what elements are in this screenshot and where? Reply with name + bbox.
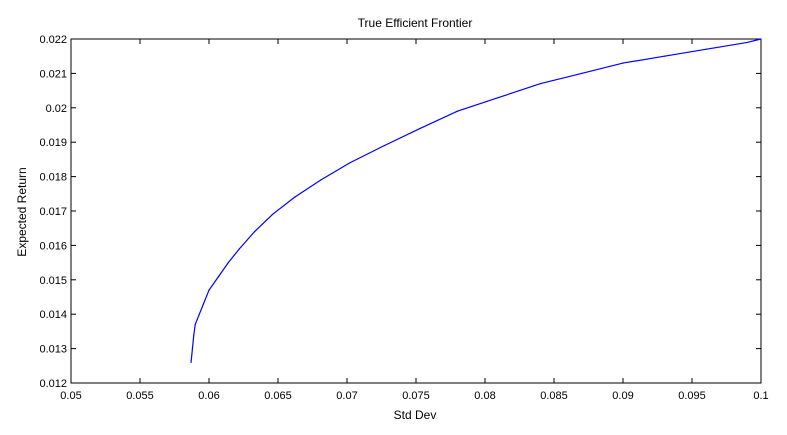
series-point (705, 48, 707, 50)
series-point (349, 162, 351, 164)
plot-area (70, 38, 762, 384)
y-tick-label: 0.02 (46, 103, 67, 115)
series-point (456, 110, 458, 112)
x-tick-label: 0.09 (612, 390, 633, 402)
series-point (198, 313, 200, 315)
series-point (498, 96, 500, 99)
series-point (581, 72, 583, 74)
x-tick-label: 0.1 (753, 390, 768, 402)
y-tick-label: 0.016 (39, 240, 67, 252)
series-point (320, 179, 322, 181)
series-point (293, 196, 296, 198)
x-axis-label: Std Dev (394, 408, 437, 422)
y-tick-label: 0.017 (39, 206, 67, 218)
series-point (760, 38, 762, 40)
x-tick-label: 0.065 (264, 390, 292, 402)
series-point (383, 145, 385, 147)
series-point (227, 262, 229, 264)
series-point (419, 127, 421, 130)
x-axis-ticks: 0.05 0.055 0.06 0.065 0.07 0.075 0.08 0.085 0.09… (60, 39, 769, 402)
series-point (746, 41, 748, 44)
series-point (238, 248, 240, 250)
x-tick-label: 0.05 (60, 390, 81, 402)
series-point (191, 348, 194, 350)
x-tick-label: 0.095 (678, 390, 706, 402)
y-tick-label: 0.019 (39, 137, 67, 149)
chart-title: True Efficient Frontier (358, 16, 473, 30)
series-point (271, 213, 274, 216)
series-point (218, 275, 220, 277)
y-axis-ticks: 0.012 0.013 0.014 0.015 0.016 0.017 0.018 0.019… (39, 34, 761, 390)
series-point (194, 323, 196, 326)
series-point (208, 289, 210, 291)
series-point (539, 83, 541, 85)
series-point (190, 361, 192, 363)
series-layer (190, 38, 762, 363)
series-point (202, 303, 205, 305)
y-tick-label: 0.018 (39, 172, 67, 184)
y-tick-label: 0.014 (39, 309, 67, 321)
y-tick-label: 0.012 (39, 378, 67, 390)
y-tick-label: 0.013 (39, 344, 67, 356)
series-point (663, 55, 666, 57)
x-tick-label: 0.075 (402, 390, 430, 402)
y-axis-label: Expected Return (15, 167, 29, 256)
x-tick-label: 0.06 (198, 390, 219, 402)
series-point (622, 62, 624, 64)
x-tick-label: 0.055 (126, 390, 154, 402)
x-tick-label: 0.07 (336, 390, 357, 402)
series-point (253, 231, 256, 233)
series-line (190, 38, 762, 363)
series-point (193, 334, 195, 336)
x-tick-label: 0.08 (474, 390, 495, 402)
y-tick-label: 0.015 (39, 275, 67, 287)
x-tick-label: 0.085 (540, 390, 568, 402)
y-tick-label: 0.022 (39, 34, 67, 46)
y-tick-label: 0.021 (39, 68, 67, 80)
